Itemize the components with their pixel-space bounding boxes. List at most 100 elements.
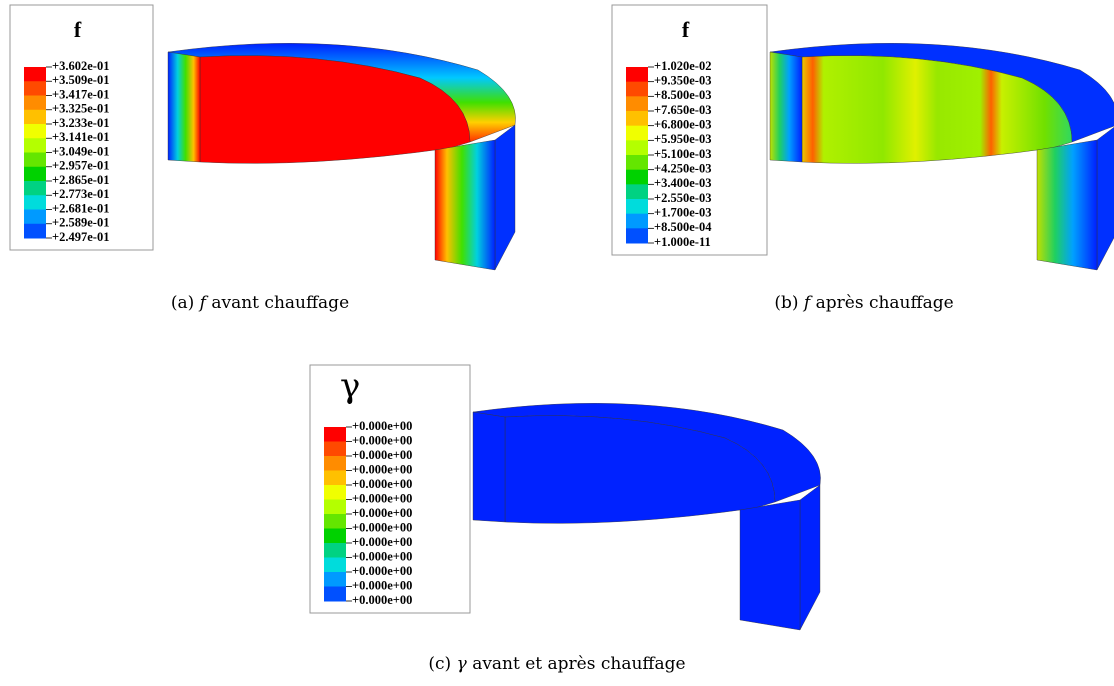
colorbar-segment	[626, 199, 648, 215]
left-cut-face	[472, 411, 506, 523]
legend-label: +0.000e+00	[352, 462, 412, 476]
colorbar-segment	[626, 184, 648, 200]
colorbar-segment	[24, 181, 46, 196]
colorbar-segment	[626, 228, 648, 244]
colorbar-segment	[24, 209, 46, 225]
colorbar-segment	[324, 557, 346, 573]
legend-label: +3.602e-01	[52, 59, 109, 73]
colorbar-segment	[324, 543, 346, 558]
colorbar-segment	[324, 441, 346, 457]
legend-label: +5.100e-03	[654, 147, 711, 161]
legend-title: f	[682, 17, 690, 42]
captions: (a) f avant chauffage (b) f après chauffa…	[171, 293, 954, 674]
legend-label: +3.400e-03	[654, 176, 711, 190]
caption-text: avant et après chauffage	[472, 654, 685, 674]
legend-label: +3.233e-01	[52, 116, 109, 130]
legend-label: +2.550e-03	[654, 191, 711, 205]
colorbar-segment	[24, 67, 46, 82]
legend-label: +1.000e-11	[654, 235, 711, 249]
colorbar-segment	[24, 152, 46, 168]
caption-symbol: γ	[457, 654, 468, 674]
colorbar-segment	[324, 572, 346, 587]
colorbar-segment	[24, 109, 46, 125]
legend-label: +3.325e-01	[52, 102, 109, 116]
colorbar-segment	[626, 96, 648, 112]
colorbar-segment	[626, 155, 648, 171]
outer-side	[494, 124, 516, 271]
legend-label: +0.000e+00	[352, 578, 412, 592]
colorbar-segment	[324, 470, 346, 486]
colorbar-segment	[324, 528, 346, 544]
colorbar-segment	[324, 586, 346, 602]
front-cut-face	[434, 139, 496, 271]
legend-label: +0.000e+00	[352, 448, 412, 462]
colorbar-segment	[626, 125, 648, 141]
ring-model	[769, 43, 1114, 271]
ring-model	[472, 403, 821, 631]
caption-label: (b)	[774, 293, 798, 313]
legend-label: +2.865e-01	[52, 173, 109, 187]
ring-model	[167, 43, 516, 271]
colorbar-segment	[24, 81, 46, 96]
caption-symbol: f	[198, 293, 209, 313]
legend-label: +0.000e+00	[352, 549, 412, 563]
legend-label: +8.500e-04	[654, 220, 712, 234]
legend-label: +1.700e-03	[654, 206, 711, 220]
colorbar-segment	[324, 485, 346, 500]
legend-label: +3.049e-01	[52, 144, 109, 158]
front-cut-face	[739, 499, 801, 631]
colorbar-segment	[24, 195, 46, 210]
legend: f +3.602e-01+3.509e-01+3.417e-01+3.325e-0…	[9, 4, 154, 251]
colorbar-segment	[24, 166, 46, 182]
colorbar-segment	[626, 67, 648, 83]
legend-title: f	[74, 17, 82, 42]
models	[167, 43, 1114, 631]
colorbar-segment	[324, 499, 346, 515]
colorbar-segment	[324, 427, 346, 442]
colorbar-segment	[324, 514, 346, 529]
legend-label: +4.250e-03	[654, 162, 711, 176]
legend-label: +2.497e-01	[52, 230, 109, 244]
colorbar-segment	[24, 223, 46, 239]
legend-label: +6.800e-03	[654, 118, 711, 132]
legend-label: +0.000e+00	[352, 535, 412, 549]
legend-title: γ	[340, 366, 360, 406]
inner-wall	[504, 415, 776, 524]
legend-label: +7.650e-03	[654, 103, 711, 117]
legend-label: +3.509e-01	[52, 73, 109, 87]
legend-label: +0.000e+00	[352, 593, 412, 607]
legend-label: +0.000e+00	[352, 506, 412, 520]
legend-label: +5.950e-03	[654, 132, 711, 146]
inner-wall	[199, 55, 471, 164]
front-cut-face	[1036, 139, 1098, 271]
legend-label: +0.000e+00	[352, 419, 412, 433]
colorbar-segment	[24, 95, 46, 111]
legend-label: +3.417e-01	[52, 87, 109, 101]
caption-text: avant chauffage	[211, 293, 349, 313]
legends: f +3.602e-01+3.509e-01+3.417e-01+3.325e-0…	[9, 4, 768, 614]
colorbar-segment	[626, 81, 648, 97]
caption-text: après chauffage	[816, 293, 954, 313]
colorbar-segment	[24, 124, 46, 139]
colorbar-segment	[324, 456, 346, 471]
left-cut-face	[167, 51, 201, 163]
legend-label: +0.000e+00	[352, 520, 412, 534]
legend-label: +2.681e-01	[52, 201, 109, 215]
legend-label: +2.589e-01	[52, 216, 109, 230]
colorbar-segment	[626, 213, 648, 229]
legend-label: +0.000e+00	[352, 564, 412, 578]
legend-label: +0.000e+00	[352, 477, 412, 491]
caption-symbol: f	[802, 293, 813, 313]
caption-label: (a)	[171, 293, 194, 313]
legend-label: +9.350e-03	[654, 74, 711, 88]
legend: γ+0.000e+00+0.000e+00+0.000e+00+0.000e+0…	[309, 364, 471, 614]
legend-label: +0.000e+00	[352, 491, 412, 505]
caption: (a) f avant chauffage	[171, 293, 349, 313]
colorbar-segment	[626, 111, 648, 127]
legend-label: +2.773e-01	[52, 187, 109, 201]
legend-label: +8.500e-03	[654, 88, 711, 102]
left-cut-face	[769, 51, 803, 163]
legend-label: +2.957e-01	[52, 159, 109, 173]
outer-side	[1096, 127, 1114, 271]
